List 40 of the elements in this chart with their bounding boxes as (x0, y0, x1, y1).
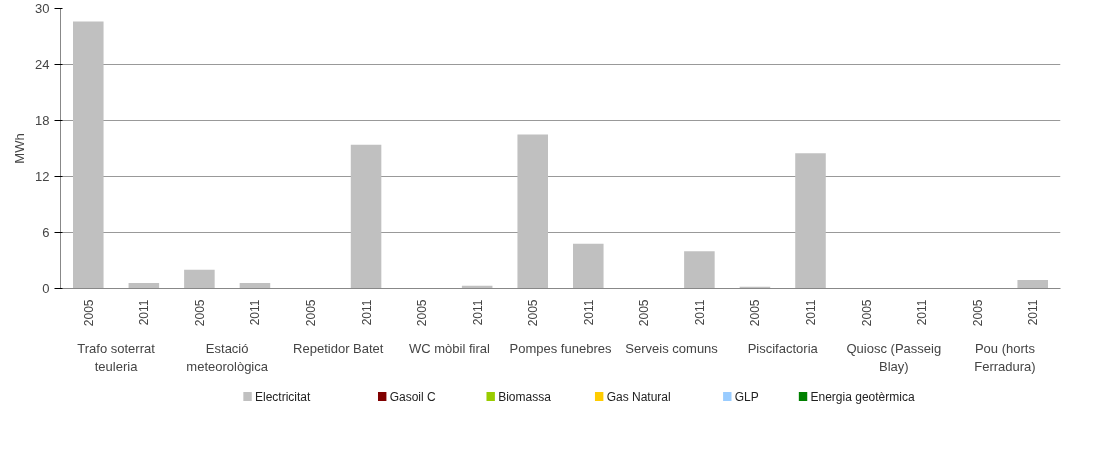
x-tick-label: 2011 (915, 299, 930, 326)
text: Repetidor Batet (293, 340, 384, 356)
text: Serveis comuns (625, 340, 719, 356)
x-tick-label: 2011 (248, 299, 263, 326)
text: Piscifactoria (747, 340, 819, 356)
x-tick-label: 2011 (804, 299, 818, 326)
x-tick-label: 2011 (470, 299, 485, 326)
x-tick-label: 2011 (581, 299, 596, 326)
x-tick-label: 2005 (304, 299, 318, 327)
x-tick-label: 2011 (1026, 299, 1041, 326)
x-tick-label: 2005 (748, 299, 763, 327)
y-tick-label: 24 (35, 57, 50, 72)
x-tick-label: 2005 (526, 299, 541, 327)
legend-label: Electricitat (255, 389, 312, 404)
text: Quiosc (Passeig Blay) (846, 340, 942, 374)
legend-label: GLP (734, 389, 759, 404)
x-tick-label: 2011 (359, 299, 374, 326)
x-tick-label: 2011 (137, 299, 152, 326)
y-tick-label: 6 (42, 225, 50, 240)
text: Pompes funebres (509, 340, 612, 356)
text: Trafo soterrat teuleria (77, 340, 156, 374)
x-tick-label: 2005 (859, 299, 874, 327)
legend-label: Biomassa (498, 389, 552, 404)
y-tick-label: 12 (35, 169, 50, 184)
text: Estació meteorològica (186, 340, 269, 374)
x-tick-label: 2005 (637, 299, 652, 327)
text: Pou (horts Ferradura) (974, 340, 1036, 374)
legend-label: Energia geotèrmica (810, 389, 915, 404)
y-tick-label: 18 (35, 113, 50, 128)
y-tick-label: 30 (35, 1, 50, 16)
x-tick-label: 2005 (81, 299, 96, 327)
x-tick-label: 2005 (192, 299, 207, 327)
text: WC mòbil firal (408, 340, 490, 356)
y-axis-title: MWh (12, 133, 28, 164)
x-tick-label: 2011 (692, 299, 707, 326)
legend-label: Gas Natural (606, 389, 671, 404)
x-tick-label: 2005 (970, 299, 985, 327)
x-tick-label: 2005 (415, 299, 430, 327)
y-tick-label: 0 (42, 281, 50, 296)
legend-label: Gasoil C (389, 389, 437, 404)
